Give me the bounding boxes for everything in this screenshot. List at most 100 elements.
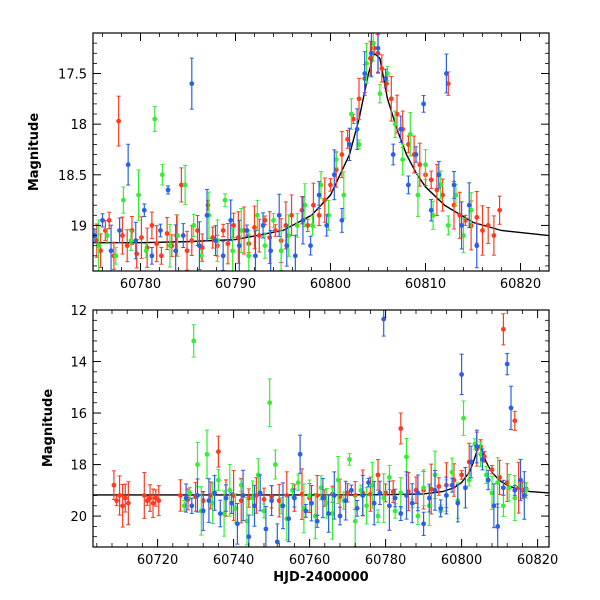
data-point	[314, 514, 320, 528]
data-point	[390, 143, 396, 166]
data-point	[375, 33, 381, 74]
data-point	[133, 221, 139, 260]
data-point	[508, 385, 514, 431]
y-axis-label: Magnitude	[27, 113, 42, 192]
data-point	[222, 193, 228, 207]
data-point	[100, 213, 105, 228]
data-point	[512, 484, 518, 496]
data-point	[178, 479, 183, 512]
data-point	[238, 478, 244, 492]
data-point	[213, 225, 218, 257]
data-point	[434, 163, 440, 217]
data-point	[343, 480, 349, 521]
x-tick-label: 60820	[500, 277, 541, 292]
data-point	[191, 213, 197, 238]
data-point	[152, 106, 158, 133]
data-point	[286, 214, 292, 257]
data-point	[205, 199, 211, 211]
data-point	[254, 199, 260, 231]
data-point	[406, 135, 411, 154]
data-point	[136, 169, 142, 221]
data-point	[256, 218, 262, 253]
data-point	[220, 240, 226, 271]
y-tick-label: 14	[70, 356, 87, 371]
data-point	[273, 224, 278, 237]
data-point	[459, 353, 464, 396]
data-point	[303, 504, 309, 518]
data-point	[398, 477, 404, 509]
axis-ticks: 60780 60790 60800 60810 60820 17.5 18 18.5 19	[58, 32, 549, 292]
data-point	[300, 196, 306, 245]
data-point	[212, 474, 218, 511]
data-point	[274, 523, 280, 547]
data-point	[341, 171, 347, 219]
data-point	[326, 494, 331, 533]
data-point	[159, 164, 165, 186]
data-point	[278, 230, 284, 271]
data-point	[144, 227, 150, 268]
data-point	[497, 195, 502, 225]
data-point	[335, 455, 341, 505]
data-point	[426, 483, 432, 513]
data-point	[445, 215, 451, 236]
data-point	[316, 181, 322, 209]
data-point	[404, 438, 409, 476]
x-axis-label: HJD-2400000	[273, 570, 368, 585]
data-point	[423, 149, 428, 181]
data-point	[252, 484, 257, 527]
data-point	[156, 485, 162, 517]
data-point	[117, 475, 122, 516]
data-point	[167, 223, 173, 268]
x-tick-label: 60820	[517, 553, 558, 568]
data-point	[106, 211, 112, 230]
x-tick-label: 60800	[310, 277, 351, 292]
data-point	[377, 84, 383, 104]
data-point	[461, 400, 466, 436]
data-point	[147, 484, 153, 512]
data-point	[308, 235, 313, 256]
data-point	[246, 488, 252, 508]
data-point	[164, 217, 170, 251]
data-point	[220, 223, 226, 238]
data-point	[216, 435, 221, 468]
data-point	[309, 485, 314, 522]
data-point	[368, 33, 374, 78]
data-point	[178, 167, 184, 203]
data-point	[139, 216, 144, 259]
data-point	[253, 230, 258, 271]
data-point	[108, 224, 114, 271]
data-point	[463, 214, 468, 226]
axis-ticks: 60720 60740 60760 60780 60800 60820 12 14 16 18 20	[70, 304, 558, 568]
data-point	[356, 77, 362, 120]
data-point	[444, 53, 449, 94]
data-point	[183, 483, 189, 513]
data-point	[331, 471, 337, 520]
data-point	[276, 483, 282, 518]
data-point	[354, 108, 360, 151]
data-point	[415, 173, 421, 218]
data-point	[349, 98, 354, 130]
data-point	[388, 76, 394, 122]
data-point	[375, 509, 381, 523]
data-point	[432, 469, 438, 511]
data-point	[371, 481, 377, 526]
data-point	[349, 484, 354, 497]
data-point	[111, 470, 117, 501]
data-point	[449, 477, 455, 493]
data-point	[149, 211, 155, 240]
data-point	[305, 218, 311, 233]
data-point	[98, 233, 103, 269]
data-point	[122, 483, 128, 513]
data-point	[358, 484, 364, 497]
data-point	[280, 482, 286, 530]
data-point	[116, 95, 122, 147]
data-point	[143, 243, 149, 259]
data-point	[273, 449, 278, 480]
data-point	[474, 429, 480, 464]
data-point	[310, 215, 315, 236]
data-point	[438, 499, 444, 518]
data-point	[286, 495, 292, 543]
y-tick-label: 12	[70, 304, 87, 319]
data-point	[463, 467, 468, 509]
